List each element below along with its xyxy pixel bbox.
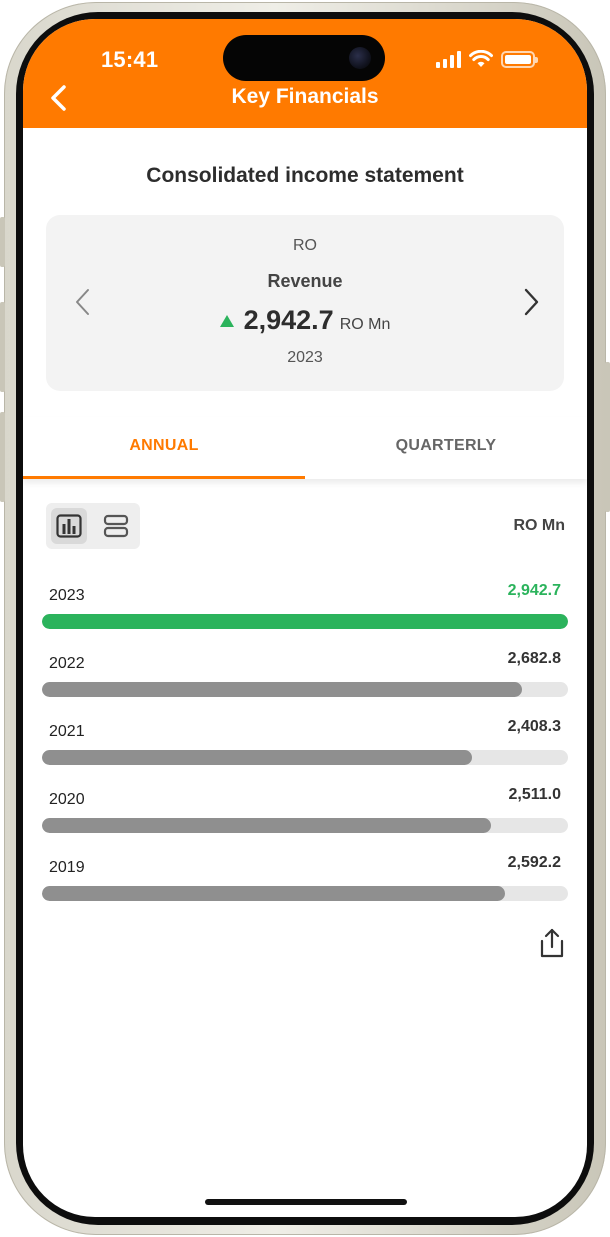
bar-year-label: 2021 xyxy=(49,723,85,740)
bar-track xyxy=(42,750,568,765)
period-tabs: ANNUAL QUARTERLY xyxy=(23,417,587,479)
tab-quarterly[interactable]: QUARTERLY xyxy=(395,437,497,454)
bar-value-label: 2,942.7 xyxy=(507,582,561,599)
summary-card: RO Revenue 2,942.7 RO Mn 2023 xyxy=(46,215,564,391)
chevron-left-icon[interactable] xyxy=(72,287,94,317)
section-title: Consolidated income statement xyxy=(146,164,464,187)
summary-year: 2023 xyxy=(287,349,323,366)
trend-up-icon xyxy=(219,314,234,327)
bar-chart-icon xyxy=(56,514,82,538)
status-time: 15:41 xyxy=(101,47,159,72)
battery-icon xyxy=(501,50,538,68)
bar-row[interactable]: 2020 2,511.0 xyxy=(42,781,568,841)
camera-icon xyxy=(349,47,371,69)
wifi-icon xyxy=(469,50,493,67)
bar-row[interactable]: 2021 2,408.3 xyxy=(42,713,568,773)
chevron-left-icon[interactable] xyxy=(43,81,77,115)
list-view-icon xyxy=(103,514,129,538)
tab-annual[interactable]: ANNUAL xyxy=(129,437,199,454)
side-button xyxy=(0,412,5,502)
bar-track xyxy=(42,886,568,901)
chart-view-button[interactable] xyxy=(51,508,87,544)
summary-value: 2,942.7 xyxy=(243,305,334,335)
unit-label: RO Mn xyxy=(513,517,565,534)
bar-year-label: 2019 xyxy=(49,859,85,876)
summary-metric-label: Revenue xyxy=(267,271,343,291)
bar-fill xyxy=(42,886,505,901)
active-tab-indicator xyxy=(23,476,305,479)
bar-row[interactable]: 2023 2,942.7 xyxy=(42,577,568,637)
page-title: Key Financials xyxy=(231,85,379,108)
bar-year-label: 2020 xyxy=(49,791,85,808)
bar-fill xyxy=(42,682,522,697)
signal-icon xyxy=(436,50,461,68)
bar-track xyxy=(42,614,568,629)
bar-row[interactable]: 2019 2,592.2 xyxy=(42,849,568,909)
status-icons xyxy=(436,49,538,69)
bar-year-label: 2023 xyxy=(49,587,85,604)
bar-value-label: 2,511.0 xyxy=(508,786,562,803)
dynamic-island xyxy=(223,35,385,81)
bar-fill xyxy=(42,614,568,629)
bar-track xyxy=(42,682,568,697)
bar-fill xyxy=(42,750,472,765)
bar-row[interactable]: 2022 2,682.8 xyxy=(42,645,568,705)
app-header: 15:41 Key Financials xyxy=(23,19,587,128)
view-toggle xyxy=(46,503,140,549)
summary-currency: RO xyxy=(293,237,317,254)
home-indicator[interactable] xyxy=(205,1199,407,1205)
side-button xyxy=(0,302,5,392)
bar-value-label: 2,592.2 xyxy=(507,854,561,871)
bar-value-label: 2,682.8 xyxy=(507,650,561,667)
bar-fill xyxy=(42,818,491,833)
side-button xyxy=(0,217,5,267)
side-button xyxy=(605,362,610,512)
bar-value-label: 2,408.3 xyxy=(507,718,561,735)
share-icon[interactable] xyxy=(537,927,567,959)
bar-year-label: 2022 xyxy=(49,655,85,672)
summary-unit: RO Mn xyxy=(339,316,391,333)
app-screen: 15:41 Key Financials Consolidated income… xyxy=(23,19,587,1217)
list-view-button[interactable] xyxy=(98,508,134,544)
chevron-right-icon[interactable] xyxy=(520,287,542,317)
summary-value-row: 2,942.7 RO Mn xyxy=(46,305,564,336)
bar-track xyxy=(42,818,568,833)
